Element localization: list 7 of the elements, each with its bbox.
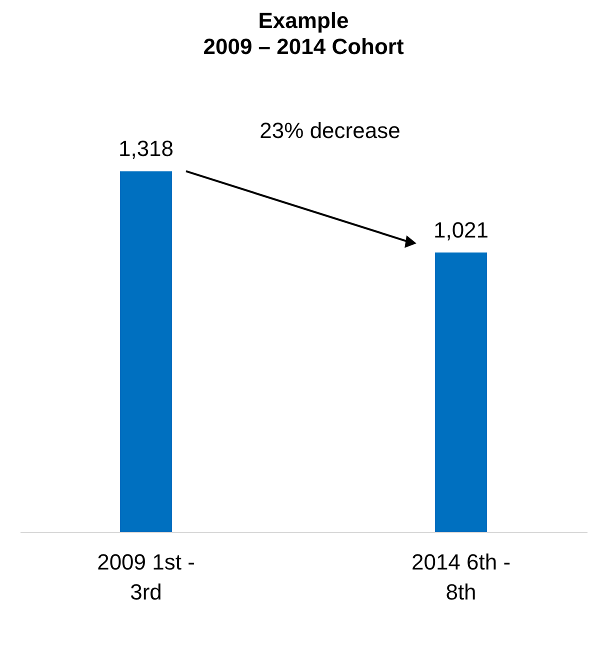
data-label: 1,021 [433,218,489,243]
x-tick-label: 2014 6th - 8th [411,550,511,604]
text: 23% decrease [260,118,400,144]
chart-subtitle: 2009 – 2014 Cohort [203,34,404,59]
x-tick-label: 2009 1st - 3rd [97,550,195,604]
data-label: 1,318 [118,136,174,162]
chart-title: Example [258,8,349,33]
